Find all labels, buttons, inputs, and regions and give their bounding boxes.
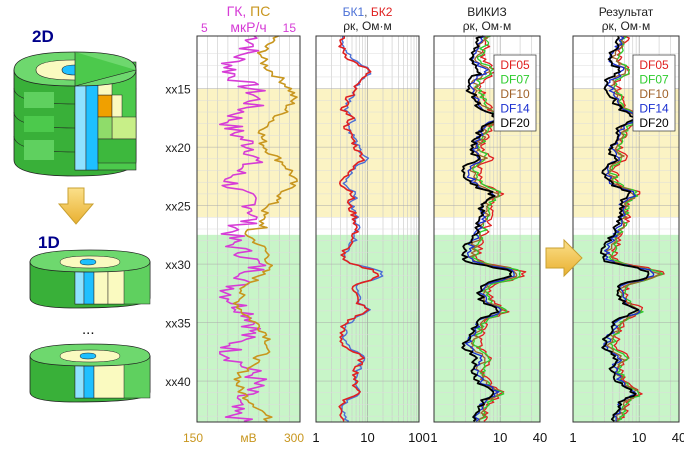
- model-2d-cylinder: [13, 51, 137, 177]
- gk-max-label: 15: [283, 21, 297, 35]
- legend-entry-df14: DF14: [500, 102, 530, 116]
- track-header-title: БК1, БК2: [343, 5, 393, 19]
- series-df20-curve: [599, 35, 650, 423]
- legend-entry-df14: DF14: [639, 102, 669, 116]
- track-header-title: ВИКИЗ: [467, 5, 507, 19]
- track-header-title: ГК, ПС: [227, 3, 271, 19]
- legend-entry-df05: DF05: [639, 58, 669, 72]
- legend-entry-df07: DF07: [500, 73, 530, 87]
- bk2-curve: [338, 36, 380, 422]
- depth-tick-label: xx20: [165, 141, 191, 155]
- ps-max-label: 300: [284, 431, 304, 445]
- zone-band: [573, 234, 679, 422]
- track-header-unit: ρк, Ом·м: [343, 19, 392, 33]
- model-1d-top: [29, 249, 151, 309]
- legend-box: [493, 54, 537, 132]
- series-df14-curve: [603, 35, 655, 422]
- gk-min-label: 5: [201, 21, 208, 35]
- x-tick-label: 40: [533, 430, 547, 445]
- depth-tick-label: xx15: [165, 83, 191, 97]
- depth-tick-label: xx40: [165, 375, 191, 389]
- track-frame: [433, 35, 541, 423]
- legend-entry-df05: DF05: [500, 58, 530, 72]
- series-df20-curve: [461, 35, 513, 422]
- x-tick-label: 100: [408, 430, 430, 445]
- right-arrow-icon: [545, 238, 583, 278]
- depth-tick-label: xx35: [165, 317, 191, 331]
- track-header-title: Результат: [599, 5, 654, 19]
- bk1-curve: [341, 35, 384, 422]
- label-2d: 2D: [32, 27, 54, 46]
- gk-curve: [218, 35, 268, 423]
- x-tick-label: 1: [569, 430, 576, 445]
- legend-entry-df20: DF20: [500, 116, 530, 130]
- track-frame: [315, 35, 420, 423]
- x-tick-label: 40: [672, 430, 684, 445]
- legend-entry-df10: DF10: [639, 87, 669, 101]
- series-df07-curve: [608, 35, 664, 422]
- legend-entry-df10: DF10: [500, 87, 530, 101]
- ps-unit-label: мВ: [240, 431, 256, 445]
- x-tick-label: 1: [312, 430, 319, 445]
- track-frame: [572, 35, 680, 423]
- down-arrow-icon: [57, 187, 95, 225]
- ps-min-label: 150: [183, 431, 203, 445]
- model-2d: 2D: [13, 27, 137, 177]
- track-header-unit: ρк, Ом·м: [602, 19, 651, 33]
- label-1d: 1D: [38, 233, 60, 252]
- legend-entry-df07: DF07: [639, 73, 669, 87]
- ps-curve: [233, 35, 298, 422]
- legend-entry-df20: DF20: [639, 116, 669, 130]
- legend-box: [632, 54, 676, 132]
- ellipsis-text: ...: [82, 321, 95, 338]
- x-tick-label: 1: [430, 430, 437, 445]
- series-df14-curve: [465, 35, 515, 422]
- track-header-unit: мкР/ч: [230, 19, 266, 35]
- track-header-unit: ρк, Ом·м: [463, 19, 512, 33]
- x-tick-label: 10: [632, 430, 646, 445]
- series-df07-curve: [471, 35, 521, 422]
- depth-tick-label: xx30: [165, 258, 191, 272]
- x-tick-label: 10: [360, 430, 374, 445]
- track-frame: [196, 35, 301, 423]
- depth-axis: xx15 xx20 xx25 xx30 xx35 xx40: [165, 83, 191, 389]
- depth-tick-label: xx25: [165, 200, 191, 214]
- x-tick-label: 10: [493, 430, 507, 445]
- model-1d-bottom: [29, 343, 151, 403]
